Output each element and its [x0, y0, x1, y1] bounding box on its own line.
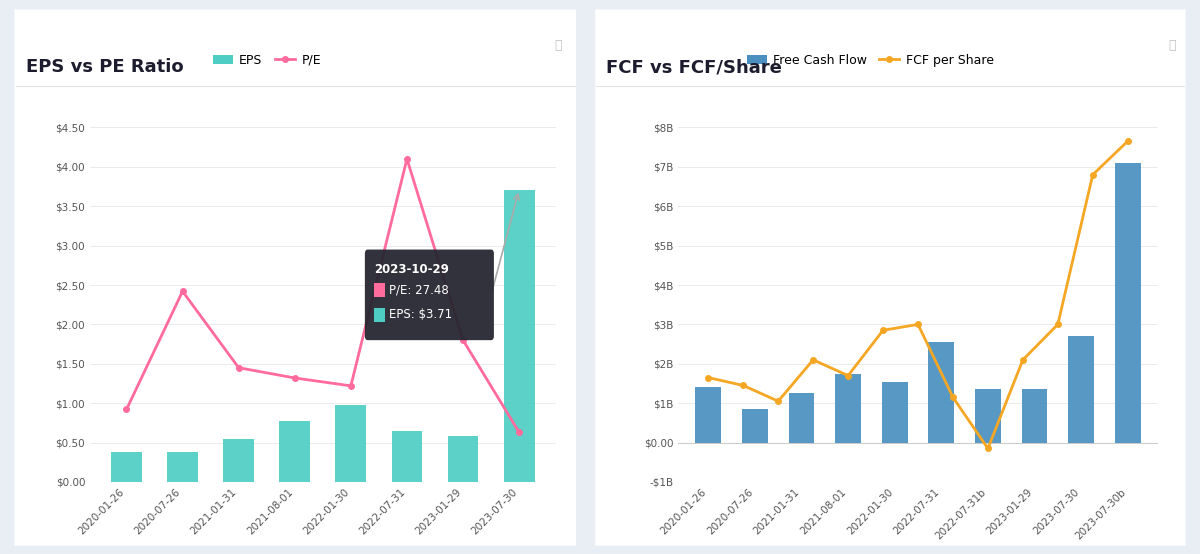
Legend: Free Cash Flow, FCF per Share: Free Cash Flow, FCF per Share — [742, 49, 998, 71]
Bar — [929, 342, 954, 443]
Bar — [696, 387, 721, 443]
Bar — [374, 308, 384, 322]
FancyBboxPatch shape — [365, 249, 494, 340]
Text: FCF vs FCF/Share: FCF vs FCF/Share — [606, 58, 782, 76]
Bar — [1068, 336, 1094, 443]
Bar — [788, 393, 815, 443]
Legend: EPS, P/E: EPS, P/E — [208, 49, 326, 71]
Text: 2023-10-29: 2023-10-29 — [374, 263, 449, 276]
Text: EPS vs PE Ratio: EPS vs PE Ratio — [26, 58, 184, 76]
Bar — [1021, 389, 1048, 443]
Text: ⤢: ⤢ — [554, 39, 562, 52]
Bar — [976, 389, 1001, 443]
Bar — [280, 420, 310, 482]
Bar — [223, 439, 254, 482]
Bar — [374, 283, 384, 297]
Bar — [448, 437, 479, 482]
Bar — [336, 405, 366, 482]
Bar — [167, 452, 198, 482]
Text: P/E: 27.48: P/E: 27.48 — [389, 283, 449, 296]
Bar — [882, 382, 907, 443]
Text: EPS: $3.71: EPS: $3.71 — [389, 309, 452, 321]
Bar — [835, 373, 860, 443]
Bar — [504, 189, 534, 482]
Bar — [742, 409, 768, 443]
Bar — [391, 431, 422, 482]
Text: ⤢: ⤢ — [1169, 39, 1176, 52]
Bar — [112, 452, 142, 482]
Bar — [1115, 163, 1140, 443]
